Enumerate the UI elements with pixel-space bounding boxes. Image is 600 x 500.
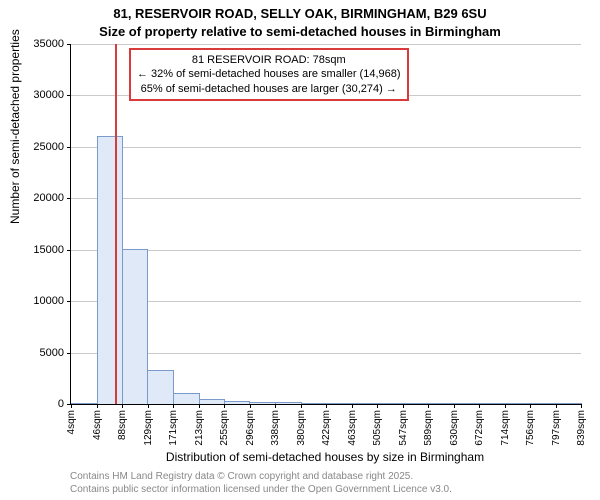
xtick-label: 839sqm [576, 410, 587, 446]
ytick-mark [67, 95, 71, 96]
footer-line1: Contains HM Land Registry data © Crown c… [70, 471, 452, 484]
xtick-label: 505sqm [372, 410, 383, 446]
chart-title-main: 81, RESERVOIR ROAD, SELLY OAK, BIRMINGHA… [0, 6, 600, 21]
xtick-mark [403, 404, 404, 408]
xtick-mark [275, 404, 276, 408]
xtick-label: 296sqm [245, 410, 256, 446]
xtick-mark [173, 404, 174, 408]
xtick-mark [428, 404, 429, 408]
gridline-h [71, 147, 581, 148]
xtick-mark [97, 404, 98, 408]
xtick-label: 129sqm [143, 410, 154, 446]
marker-line [115, 44, 117, 404]
annotation-box: 81 RESERVOIR ROAD: 78sqm← 32% of semi-de… [129, 48, 409, 101]
gridline-h [71, 198, 581, 199]
xtick-mark [301, 404, 302, 408]
xtick-label: 756sqm [525, 410, 536, 446]
histogram-bar [555, 403, 582, 404]
histogram-bar [275, 402, 302, 404]
plot-area: 81 RESERVOIR ROAD: 78sqm← 32% of semi-de… [70, 44, 581, 405]
xtick-mark [479, 404, 480, 408]
xtick-label: 422sqm [321, 410, 332, 446]
xtick-label: 171sqm [168, 410, 179, 446]
x-axis-label: Distribution of semi-detached houses by … [70, 450, 580, 464]
xtick-label: 88sqm [117, 410, 128, 440]
xtick-mark [122, 404, 123, 408]
ytick-mark [67, 147, 71, 148]
xtick-label: 589sqm [423, 410, 434, 446]
xtick-mark [71, 404, 72, 408]
xtick-mark [199, 404, 200, 408]
xtick-mark [224, 404, 225, 408]
xtick-mark [352, 404, 353, 408]
xtick-mark [530, 404, 531, 408]
xtick-mark [148, 404, 149, 408]
annotation-line1: 81 RESERVOIR ROAD: 78sqm [137, 53, 401, 67]
histogram-bar [122, 249, 148, 404]
histogram-bar [428, 403, 454, 404]
xtick-label: 672sqm [474, 410, 485, 446]
ytick-label: 15000 [24, 244, 64, 256]
footer-attribution: Contains HM Land Registry data © Crown c… [70, 471, 452, 496]
xtick-mark [250, 404, 251, 408]
xtick-label: 255sqm [219, 410, 230, 446]
xtick-label: 463sqm [347, 410, 358, 446]
histogram-bar [224, 401, 250, 404]
histogram-bar [301, 403, 328, 404]
xtick-mark [581, 404, 582, 408]
xtick-label: 46sqm [92, 410, 103, 440]
ytick-label: 30000 [24, 89, 64, 101]
xtick-mark [377, 404, 378, 408]
histogram-bar [505, 403, 532, 404]
ytick-mark [67, 301, 71, 302]
ytick-label: 20000 [24, 192, 64, 204]
ytick-label: 10000 [24, 295, 64, 307]
xtick-label: 213sqm [194, 410, 205, 446]
histogram-bar [249, 402, 276, 404]
histogram-bar [97, 136, 124, 404]
histogram-bar [453, 403, 480, 404]
ytick-label: 25000 [24, 141, 64, 153]
histogram-bar [326, 403, 352, 404]
histogram-bar [403, 403, 430, 404]
xtick-mark [326, 404, 327, 408]
annotation-line3: 65% of semi-detached houses are larger (… [137, 82, 401, 96]
xtick-label: 547sqm [398, 410, 409, 446]
xtick-mark [454, 404, 455, 408]
ytick-mark [67, 353, 71, 354]
ytick-mark [67, 44, 71, 45]
histogram-bar [351, 403, 378, 404]
annotation-line2: ← 32% of semi-detached houses are smalle… [137, 67, 401, 81]
ytick-label: 5000 [24, 347, 64, 359]
chart-title-sub: Size of property relative to semi-detach… [0, 24, 600, 39]
y-axis-label: Number of semi-detached properties [8, 29, 22, 224]
histogram-bar [199, 399, 226, 404]
histogram-bar [173, 393, 200, 404]
xtick-label: 338sqm [270, 410, 281, 446]
histogram-bar [479, 403, 506, 404]
xtick-label: 380sqm [296, 410, 307, 446]
xtick-mark [505, 404, 506, 408]
histogram-bar [147, 370, 174, 404]
chart-container: 81, RESERVOIR ROAD, SELLY OAK, BIRMINGHA… [0, 0, 600, 500]
footer-line2: Contains public sector information licen… [70, 484, 452, 497]
xtick-label: 714sqm [500, 410, 511, 446]
xtick-mark [556, 404, 557, 408]
histogram-bar [530, 403, 556, 404]
ytick-mark [67, 250, 71, 251]
ytick-label: 35000 [24, 38, 64, 50]
histogram-bar [71, 403, 98, 405]
ytick-label: 0 [24, 398, 64, 410]
ytick-mark [67, 198, 71, 199]
xtick-label: 4sqm [66, 410, 77, 434]
xtick-label: 797sqm [551, 410, 562, 446]
xtick-label: 630sqm [449, 410, 460, 446]
histogram-bar [377, 403, 404, 404]
gridline-h [71, 44, 581, 45]
